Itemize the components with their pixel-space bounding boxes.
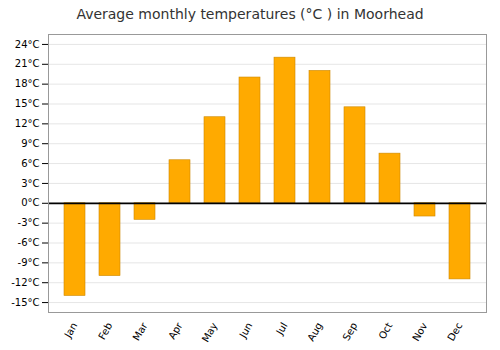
html-text:Average monthly temperatures (: Average monthly temperatures (°C ) in Mo…: [76, 6, 424, 22]
svg-text:Jan: Jan: [62, 321, 80, 341]
svg-text:-15°C: -15°C: [11, 297, 39, 308]
svg-text:Jul: Jul: [273, 321, 289, 338]
svg-text:Sep: Sep: [341, 321, 360, 343]
svg-text:Dec: Dec: [445, 321, 464, 343]
svg-text:3°C: 3°C: [21, 178, 39, 189]
svg-text:18°C: 18°C: [15, 78, 40, 89]
svg-text:12°C: 12°C: [15, 118, 40, 129]
svg-text:Mar: Mar: [131, 320, 150, 343]
svg-text:-3°C: -3°C: [18, 217, 40, 228]
svg-text:0°C: 0°C: [21, 197, 39, 208]
svg-text:24°C: 24°C: [15, 39, 40, 50]
svg-text:-6°C: -6°C: [18, 237, 40, 248]
svg-text:-9°C: -9°C: [18, 257, 40, 268]
svg-text:Feb: Feb: [96, 321, 114, 342]
svg-text:Nov: Nov: [410, 321, 429, 343]
svg-text:Jun: Jun: [237, 321, 255, 341]
svg-text:6°C: 6°C: [21, 158, 39, 169]
svg-text:9°C: 9°C: [21, 138, 39, 149]
svg-text:May: May: [200, 321, 220, 344]
svg-text:Oct: Oct: [376, 321, 394, 342]
svg-text:Aug: Aug: [305, 321, 324, 343]
svg-text:-12°C: -12°C: [11, 277, 39, 288]
svg-text:15°C: 15°C: [15, 98, 40, 109]
svg-text:21°C: 21°C: [15, 58, 40, 69]
svg-text:Apr: Apr: [166, 320, 185, 341]
